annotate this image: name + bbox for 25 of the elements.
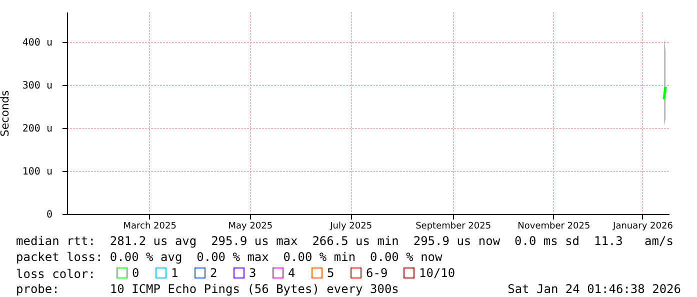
x-tick-label: November 2025 — [518, 222, 590, 232]
x-tick-label: May 2025 — [228, 222, 273, 232]
legend-label: 0 — [132, 266, 140, 280]
y-axis-title: Seconds — [0, 90, 12, 137]
legend-label: 4 — [288, 266, 296, 280]
x-tick-label: January 2026 — [612, 222, 674, 232]
legend-label: 1 — [171, 266, 178, 280]
text: Sat Jan 24 01:46:38 2026 — [508, 282, 681, 296]
legend-label: 2 — [210, 266, 218, 280]
text: probe: 10 ICMP Echo Pings (56 Bytes) every 300s — [16, 282, 399, 296]
text: median rtt: 281.2 us avg 295.9 us max 266.5 us min 295.9 us now 0.0 ms sd 11.3 am/s — [16, 234, 674, 248]
y-tick-label: 100 u — [22, 166, 52, 178]
y-tick-label: 0 — [46, 210, 52, 220]
legend-label: 3 — [249, 266, 256, 280]
legend-label: 10/10 — [419, 266, 456, 280]
y-tick-label: 300 u — [22, 80, 52, 92]
x-tick-label: March 2025 — [123, 222, 176, 232]
y-tick-label: 200 u — [22, 124, 52, 135]
legend-label: 5 — [327, 266, 334, 280]
x-tick-label: July 2025 — [329, 222, 372, 232]
y-tick-label: 400 u — [22, 38, 52, 49]
legend-label: 6-9 — [366, 266, 388, 280]
x-tick-label: September 2025 — [416, 222, 492, 232]
legend-title: loss color: — [16, 267, 96, 281]
text: packet loss: 0.00 % avg 0.00 % max 0.00 % min 0.00 % now — [16, 250, 442, 264]
